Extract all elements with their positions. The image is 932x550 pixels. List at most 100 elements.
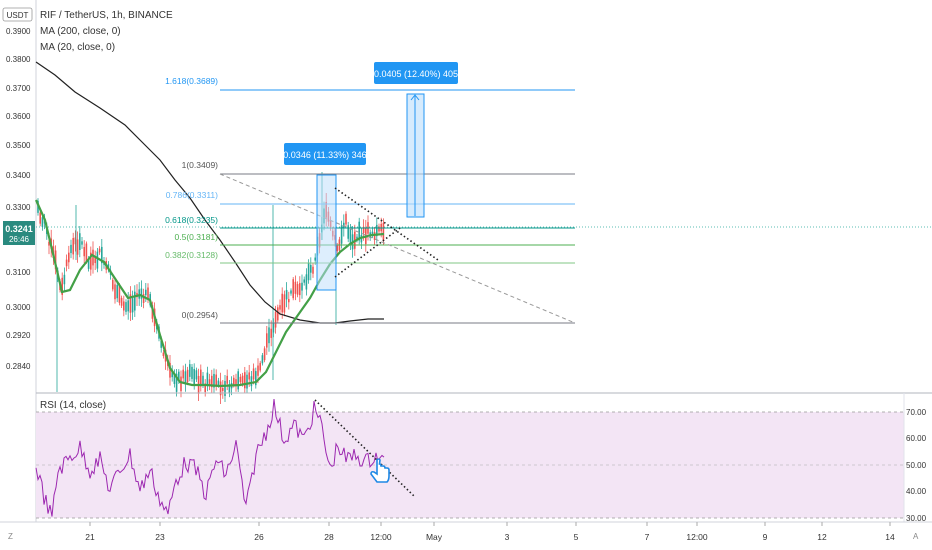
price-range-measure-2[interactable]: 0.0405 (12.40%) 405 bbox=[374, 62, 458, 218]
time-axis[interactable]: 21 23 26 28 12:00 May 3 5 7 12:00 9 12 14 Z A bbox=[0, 521, 932, 542]
candle-body bbox=[116, 284, 118, 299]
triangle-pattern[interactable] bbox=[334, 187, 439, 278]
candle-body bbox=[61, 277, 63, 295]
price-tick-label: 0.3600 bbox=[6, 112, 31, 121]
price-tick-label: 0.3400 bbox=[6, 171, 31, 180]
bar-countdown: 26:46 bbox=[9, 235, 30, 244]
candle-body bbox=[72, 237, 74, 255]
candle-body bbox=[48, 241, 50, 246]
candle-body bbox=[257, 365, 259, 376]
candle-body bbox=[241, 375, 244, 384]
candle-body bbox=[266, 333, 268, 348]
candle-body bbox=[268, 327, 270, 344]
auto-scale-button[interactable]: A bbox=[913, 532, 919, 541]
candle-body bbox=[235, 379, 237, 387]
candle-body bbox=[279, 305, 281, 310]
candle-body bbox=[162, 352, 165, 357]
price-tick-label: 0.3100 bbox=[6, 268, 31, 277]
candle-body bbox=[283, 294, 286, 313]
time-tick-label: May bbox=[426, 532, 443, 542]
candle-body bbox=[184, 371, 187, 385]
candle-body bbox=[173, 373, 176, 384]
time-tick-label: 12 bbox=[817, 532, 827, 542]
candle-body bbox=[349, 228, 352, 246]
candle-body bbox=[376, 224, 378, 237]
time-tick-label: 26 bbox=[254, 532, 264, 542]
candle-body bbox=[211, 375, 213, 388]
candle-body bbox=[68, 252, 70, 263]
candle-body bbox=[274, 311, 277, 328]
candle-body bbox=[96, 251, 99, 269]
candle-body bbox=[378, 226, 380, 232]
measure-range-box bbox=[316, 174, 337, 291]
candle-body bbox=[299, 283, 301, 296]
candle-body bbox=[314, 257, 316, 261]
candle-body bbox=[294, 281, 297, 294]
fib-1-label: 1(0.3409) bbox=[182, 160, 219, 170]
symbol-title: RIF / TetherUS, 1h, BINANCE bbox=[40, 10, 173, 21]
candle-body bbox=[94, 257, 96, 264]
candle-body bbox=[224, 380, 226, 396]
measure-label-box bbox=[284, 143, 366, 165]
candle-body bbox=[79, 233, 81, 250]
candle-body bbox=[373, 232, 376, 240]
candle-body bbox=[290, 290, 292, 294]
fib-trend-line bbox=[219, 173, 576, 324]
rsi-axis[interactable]: 70.00 60.00 50.00 40.00 30.00 bbox=[906, 408, 927, 523]
candle-body bbox=[134, 291, 136, 311]
rsi-tick-label: 60.00 bbox=[906, 434, 927, 443]
rsi-trend-line bbox=[314, 399, 416, 498]
candle-body bbox=[228, 384, 231, 393]
triangle-upper-line bbox=[334, 187, 439, 261]
ma20-legend: MA (20, close, 0) bbox=[40, 42, 115, 53]
candle-body bbox=[98, 248, 101, 253]
time-tick-label: 21 bbox=[85, 532, 95, 542]
candle-body bbox=[87, 258, 90, 269]
candle-body bbox=[362, 226, 365, 234]
candle-body bbox=[246, 374, 248, 389]
time-tick-label: 23 bbox=[155, 532, 165, 542]
candle-body bbox=[195, 370, 198, 380]
candle-body bbox=[193, 369, 195, 384]
price-axis[interactable]: 0.3900 0.3800 0.3700 0.3600 0.3500 0.3400 0.33… bbox=[2, 0, 37, 522]
candle-body bbox=[204, 383, 206, 393]
fib-786-label: 0.786(0.3311) bbox=[166, 190, 218, 200]
rsi-pane: RSI (14, close) bbox=[35, 393, 905, 522]
candle-body bbox=[277, 307, 279, 321]
candle-body bbox=[213, 373, 215, 388]
price-range-measure-1[interactable]: 0.0346 (11.33%) 346 bbox=[283, 143, 367, 291]
candle-body bbox=[200, 369, 202, 387]
candle-body bbox=[255, 371, 257, 386]
time-tick-label: 12:00 bbox=[370, 532, 392, 542]
candle-body bbox=[125, 302, 127, 312]
current-price: 0.3241 bbox=[5, 224, 33, 234]
candle-body bbox=[356, 236, 358, 240]
candle-body bbox=[307, 262, 310, 281]
candle-body bbox=[261, 355, 264, 364]
candle-body bbox=[178, 371, 180, 382]
ma200-legend: MA (200, close, 0) bbox=[40, 26, 121, 37]
measure-label: 0.0405 (12.40%) 405 bbox=[374, 69, 458, 79]
candle-body bbox=[248, 372, 250, 380]
candle-body bbox=[371, 231, 374, 235]
candle-body bbox=[74, 237, 77, 245]
candle-body bbox=[101, 246, 103, 264]
candle-body bbox=[336, 245, 338, 252]
candle-body bbox=[244, 372, 246, 389]
rsi-tick-label: 50.00 bbox=[906, 461, 927, 470]
candle-body bbox=[272, 322, 275, 333]
candle-body bbox=[250, 376, 253, 387]
price-tick-label: 0.3500 bbox=[6, 141, 31, 150]
candle-body bbox=[123, 301, 125, 311]
candle-body bbox=[138, 289, 140, 299]
fibonacci-retracement[interactable]: 1.618(0.3689) 1(0.3409) 0.786(0.3311) 0.… bbox=[165, 76, 576, 324]
price-tick-label: 0.2920 bbox=[6, 331, 31, 340]
candle-body bbox=[340, 225, 343, 244]
candle-body bbox=[292, 279, 294, 299]
candle-body bbox=[215, 374, 217, 386]
timezone-button[interactable]: Z bbox=[8, 532, 13, 541]
price-tick-label: 0.3700 bbox=[6, 84, 31, 93]
candle-body bbox=[301, 282, 303, 291]
candle-body bbox=[259, 362, 261, 371]
